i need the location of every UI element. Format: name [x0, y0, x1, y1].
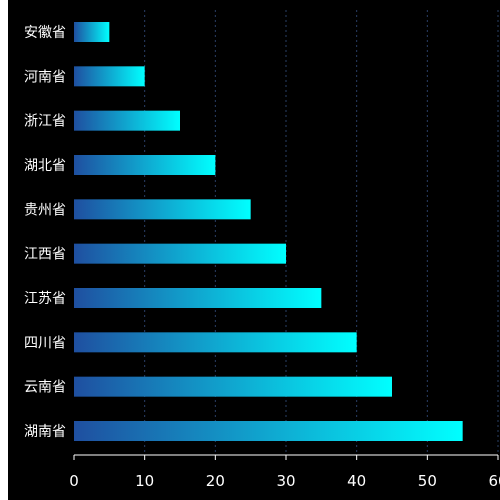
bar	[74, 110, 180, 131]
bar	[74, 66, 145, 87]
category-label: 安徽省	[24, 25, 66, 41]
bar	[74, 155, 216, 175]
x-tick-label: 50	[418, 472, 437, 490]
axes	[73, 454, 499, 460]
bars	[74, 22, 463, 441]
category-label: 河南省	[24, 69, 66, 85]
x-tick-label: 20	[206, 472, 225, 490]
bar	[74, 22, 110, 42]
x-tick-label: 30	[276, 472, 295, 490]
category-label: 湖南省	[24, 424, 66, 440]
category-label: 浙江省	[24, 114, 66, 130]
bar	[74, 376, 392, 397]
labels: 0 10 20 30 40 50 60 安徽省河南省浙江省湖北省贵州省江西省江苏省四川省云南省…	[24, 25, 500, 490]
x-tick-label: 60	[488, 472, 500, 490]
x-tick-label: 10	[135, 472, 154, 490]
category-label: 江苏省	[24, 291, 66, 307]
bar	[74, 243, 286, 264]
category-label: 云南省	[24, 380, 66, 396]
category-label: 江西省	[24, 247, 66, 263]
x-tick-label: 0	[69, 472, 79, 490]
bar	[74, 421, 463, 441]
x-tick-label: 40	[347, 472, 366, 490]
bar	[74, 199, 251, 220]
bar	[74, 288, 322, 308]
category-label: 贵州省	[24, 202, 66, 218]
category-label: 四川省	[24, 335, 66, 351]
category-label: 湖北省	[24, 158, 66, 174]
bar	[74, 332, 357, 353]
